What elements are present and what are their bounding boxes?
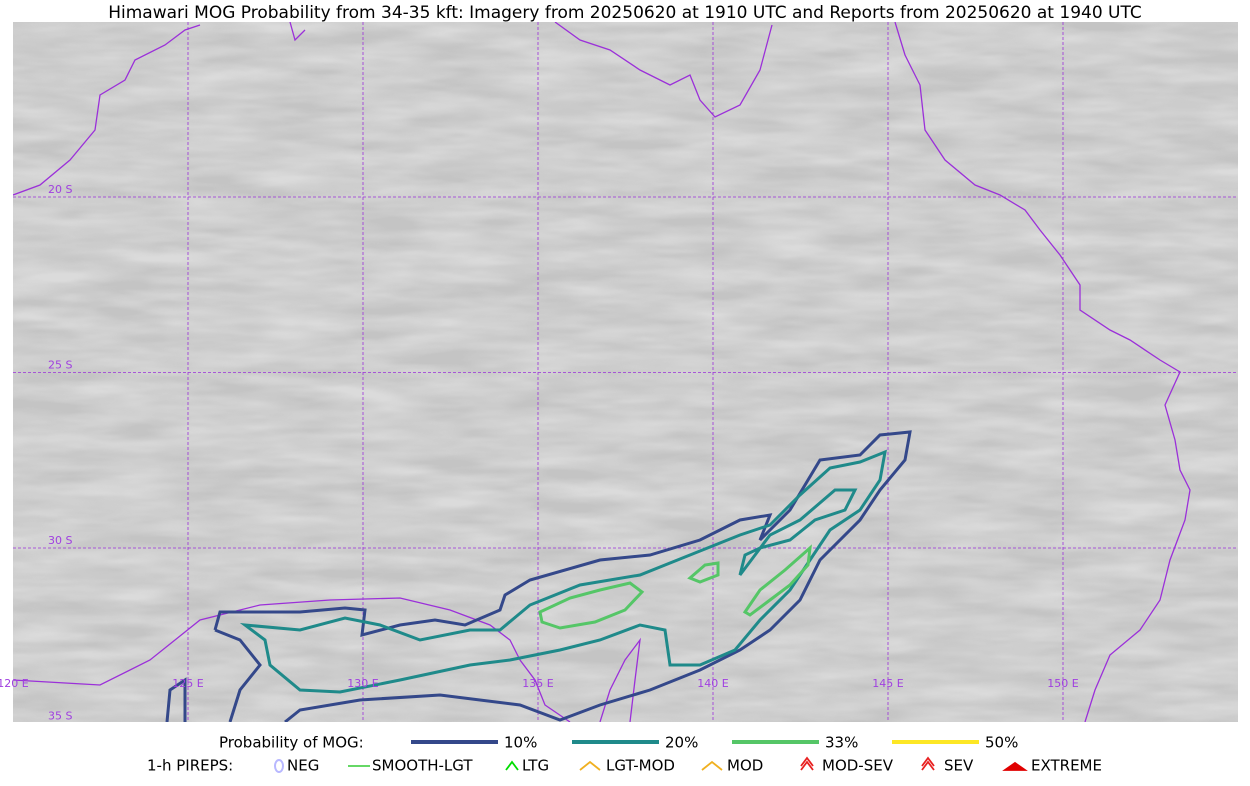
legend-label: 33%	[825, 734, 858, 752]
legend-label: 20%	[665, 734, 698, 752]
pirep-icon	[701, 760, 723, 771]
imagery-texture	[13, 22, 1238, 722]
graticule	[13, 22, 1238, 722]
pirep-icon	[579, 760, 601, 771]
legend-label: 50%	[985, 734, 1018, 752]
contour-10	[165, 430, 912, 722]
lat-label: 35 S	[48, 710, 72, 723]
lon-label: 120 E	[0, 677, 29, 690]
pirep-icon	[800, 756, 814, 771]
pirep-icon	[921, 756, 935, 771]
legend: Probability of MOG: 10% 20% 33% 50% 1-h PIREP…	[147, 734, 1102, 775]
coastline	[599, 637, 641, 722]
coastline	[13, 24, 201, 196]
legend-label: LGT-MOD	[606, 757, 675, 775]
pirep-icon	[1002, 761, 1028, 771]
title: Himawari MOG Probability from 34-35 kft:…	[108, 3, 1142, 23]
lat-label: 30 S	[48, 534, 72, 547]
legend-label: MOD-SEV	[822, 757, 894, 775]
coastline	[289, 22, 306, 42]
legend-label: SEV	[944, 757, 974, 775]
coastline	[13, 597, 571, 722]
lon-label: 140 E	[697, 677, 728, 690]
lat-label: 20 S	[48, 183, 72, 196]
legend-label: EXTREME	[1031, 757, 1102, 775]
legend-label: SMOOTH-LGT	[372, 757, 473, 775]
pirep-icon	[505, 760, 519, 771]
probability-contours	[165, 430, 912, 722]
lon-label: 150 E	[1047, 677, 1078, 690]
legend-label: LTG	[522, 757, 549, 775]
coastline	[554, 22, 773, 118]
lon-label: 135 E	[522, 677, 553, 690]
graticule-labels: 120 E 125 E 130 E 135 E 140 E 145 E 150 E 20 S 2…	[0, 183, 1079, 723]
legend-heading: 1-h PIREPS:	[147, 757, 233, 775]
contour-20	[239, 449, 887, 694]
pirep-icon	[274, 759, 284, 773]
legend-label: MOD	[727, 757, 763, 775]
lon-label: 125 E	[172, 677, 203, 690]
lon-label: 130 E	[347, 677, 378, 690]
lat-label: 25 S	[48, 359, 72, 372]
lon-label: 145 E	[872, 677, 903, 690]
coastline	[894, 22, 1191, 722]
legend-label: NEG	[287, 757, 319, 775]
legend-heading: Probability of MOG:	[219, 734, 364, 752]
contour-33	[538, 544, 812, 630]
coastlines	[13, 22, 1191, 722]
legend-label: 10%	[504, 734, 537, 752]
map	[13, 22, 1238, 722]
